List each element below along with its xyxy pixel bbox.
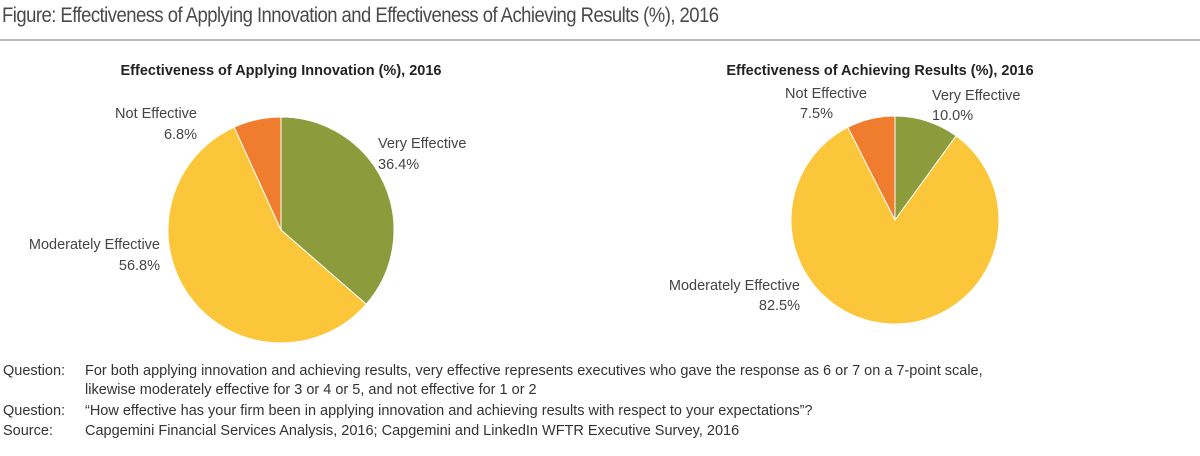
- note-text: “How effective has your firm been in app…: [85, 403, 813, 419]
- note-text: likewise moderately effective for 3 or 4…: [85, 382, 537, 398]
- source-label: Source:: [3, 423, 53, 439]
- label-not-effective: Not Effective: [785, 86, 867, 102]
- note-text: For both applying innovation and achievi…: [85, 363, 983, 379]
- slice-moderately-effective: [790, 126, 1000, 325]
- slice-moderately-effective: [167, 126, 367, 344]
- value-not-effective: 6.8%: [164, 127, 197, 143]
- label-moderately-effective: Moderately Effective: [29, 237, 160, 253]
- pie-chart-innovation: [167, 116, 395, 344]
- pie-chart-results: [790, 115, 1000, 325]
- value-very-effective: 10.0%: [932, 108, 973, 124]
- value-very-effective: 36.4%: [378, 157, 419, 173]
- label-very-effective: Very Effective: [932, 88, 1020, 104]
- slice-very-effective: [280, 116, 395, 305]
- title-divider: [0, 39, 1200, 41]
- slice-not-effective: [847, 115, 896, 221]
- value-not-effective: 7.5%: [800, 106, 833, 122]
- note-label: Question:: [3, 363, 66, 379]
- value-moderately-effective: 82.5%: [759, 298, 800, 314]
- label-not-effective: Not Effective: [115, 106, 197, 122]
- note-label: Question:: [3, 403, 66, 419]
- value-moderately-effective: 56.8%: [119, 258, 160, 274]
- chart-2-title: Effectiveness of Achieving Results (%), …: [726, 63, 1033, 79]
- charts: Effectiveness of Applying Innovation (%)…: [29, 63, 1034, 344]
- slice-not-effective: [233, 116, 282, 231]
- chart-1-title: Effectiveness of Applying Innovation (%)…: [121, 63, 442, 79]
- label-moderately-effective: Moderately Effective: [669, 278, 800, 294]
- figure-title: Figure: Effectiveness of Applying Innova…: [2, 4, 719, 27]
- source-text: Capgemini Financial Services Analysis, 2…: [85, 423, 740, 439]
- label-very-effective: Very Effective: [378, 136, 466, 152]
